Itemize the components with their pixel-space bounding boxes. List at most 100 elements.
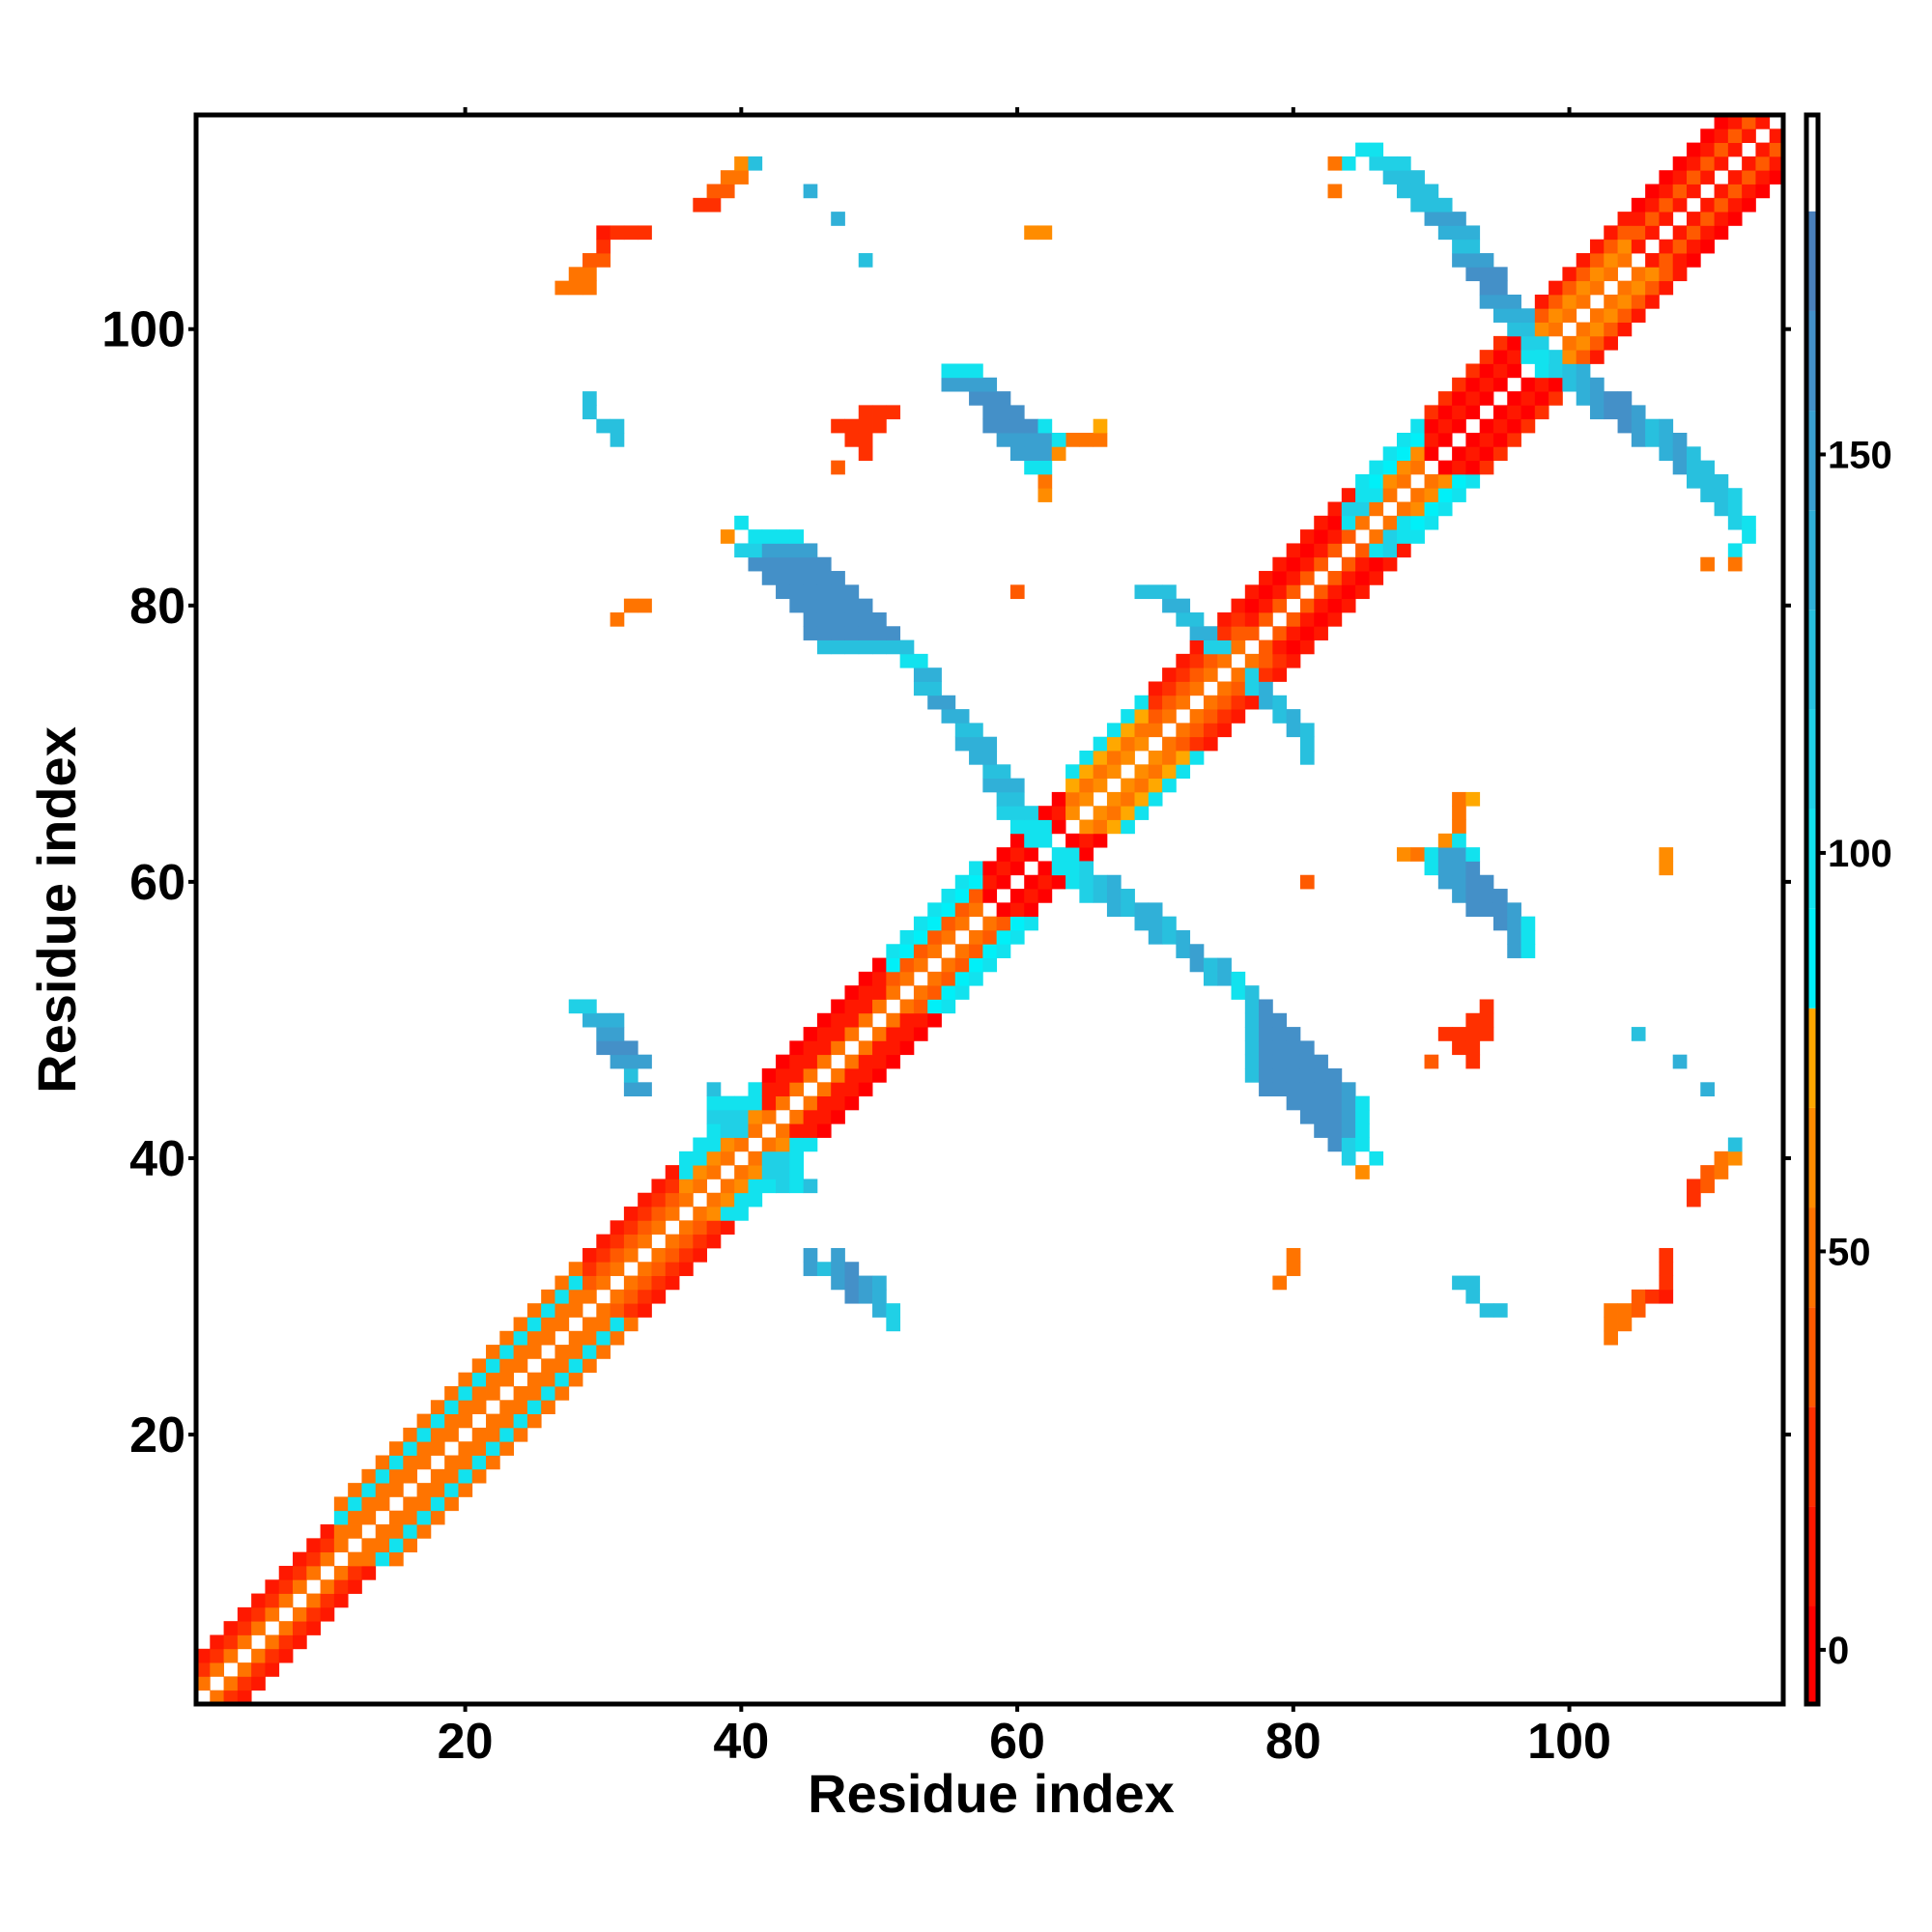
heatmap-cell — [513, 1386, 528, 1401]
heatmap-cell — [1065, 433, 1080, 447]
heatmap-cell — [638, 1082, 652, 1096]
heatmap-cell — [1714, 197, 1729, 213]
heatmap-cell — [471, 1372, 487, 1387]
heatmap-cell — [803, 1095, 818, 1111]
heatmap-cell — [1037, 861, 1053, 876]
heatmap-cell — [610, 225, 625, 241]
heatmap-cell — [927, 999, 942, 1014]
heatmap-cell — [416, 1455, 432, 1470]
heatmap-cell — [237, 1676, 252, 1691]
heatmap-cell — [844, 1289, 860, 1304]
heatmap-cell — [941, 695, 956, 710]
heatmap-cell — [1396, 460, 1411, 475]
heatmap-cell — [858, 1054, 873, 1069]
heatmap-cell — [444, 1468, 459, 1484]
heatmap-cell — [1452, 861, 1466, 876]
heatmap-cell — [1299, 1082, 1315, 1096]
heatmap-cell — [1009, 433, 1025, 447]
heatmap-cell — [1727, 115, 1743, 129]
heatmap-cell — [748, 1123, 763, 1138]
heatmap-cell — [610, 611, 625, 627]
heatmap-cell — [1424, 847, 1439, 862]
heatmap-cell — [389, 1551, 404, 1567]
heatmap-cell — [1106, 764, 1122, 779]
heatmap-cell — [1659, 446, 1674, 461]
heatmap-cell — [638, 598, 652, 613]
heatmap-cell — [776, 1151, 790, 1166]
heatmap-cell — [1617, 418, 1633, 434]
heatmap-cell — [1576, 253, 1591, 268]
heatmap-cell — [554, 1303, 570, 1318]
heatmap-cell — [982, 405, 998, 420]
heatmap-cell — [1314, 1068, 1328, 1083]
heatmap-cell — [1272, 1054, 1288, 1069]
heatmap-cell — [706, 1123, 722, 1138]
heatmap-cell — [720, 1137, 735, 1152]
heatmap-cell — [1162, 929, 1177, 945]
heatmap-cell — [1327, 611, 1343, 627]
heatmap-cell — [1700, 460, 1715, 475]
heatmap-cell — [568, 1275, 583, 1291]
heatmap-cell — [1259, 681, 1273, 696]
heatmap-cell — [1727, 501, 1743, 517]
x-axis-ticks: 20 40 60 80 100 — [438, 107, 1611, 1770]
heatmap-cell — [1299, 874, 1315, 890]
heatmap-cell — [554, 1317, 570, 1332]
heatmap-cell — [1272, 1040, 1288, 1056]
heatmap-cell — [1217, 723, 1232, 738]
heatmap-cell — [1631, 308, 1646, 323]
heatmap-cell — [265, 1634, 280, 1650]
heatmap-cell — [803, 1040, 818, 1056]
heatmap-cell — [1604, 308, 1618, 323]
heatmap-cell — [1479, 1303, 1494, 1318]
heatmap-cell — [1686, 212, 1701, 226]
heatmap-cell — [872, 1040, 887, 1056]
heatmap-cell — [1148, 778, 1163, 793]
heatmap-cell — [1355, 142, 1370, 157]
heatmap-cell — [1299, 639, 1315, 655]
heatmap-cell — [1589, 350, 1605, 364]
heatmap-cell — [982, 418, 998, 434]
heatmap-cell — [1452, 1027, 1466, 1041]
heatmap-cell — [1424, 501, 1439, 517]
heatmap-cell — [1465, 791, 1481, 807]
heatmap-cell — [1645, 294, 1660, 309]
heatmap-cell — [913, 985, 928, 1000]
heatmap-cell — [416, 1441, 432, 1456]
heatmap-cell — [1672, 253, 1688, 268]
heatmap-cell — [320, 1551, 335, 1567]
heatmap-cell — [886, 639, 901, 655]
heatmap-cell — [706, 1207, 722, 1221]
heatmap-cell — [403, 1524, 417, 1539]
heatmap-cell — [1079, 847, 1094, 862]
heatmap-cell — [1134, 806, 1150, 820]
heatmap-cell — [638, 1054, 652, 1069]
heatmap-cell — [1134, 723, 1150, 738]
heatmap-cell — [1452, 377, 1466, 392]
heatmap-cell — [1534, 350, 1549, 364]
heatmap-cell — [1231, 971, 1246, 986]
heatmap-cell — [693, 1207, 708, 1221]
heatmap-cell — [1009, 418, 1025, 434]
heatmap-cell — [499, 1413, 514, 1429]
heatmap-cell — [1437, 460, 1453, 475]
heatmap-cell — [706, 1192, 722, 1208]
heatmap-cell — [1686, 142, 1701, 157]
heatmap-cell — [954, 363, 970, 379]
heatmap-cell — [1700, 473, 1715, 489]
heatmap-cell — [969, 363, 983, 379]
heatmap-cell — [1465, 1027, 1481, 1041]
heatmap-cell — [486, 1413, 500, 1429]
heatmap-cell — [954, 916, 970, 931]
heatmap-cell — [858, 999, 873, 1014]
heatmap-cell — [1465, 1054, 1481, 1069]
heatmap-cell — [1479, 1012, 1494, 1028]
heatmap-cell — [734, 1137, 749, 1152]
heatmap-cell — [278, 1621, 294, 1635]
heatmap-cell — [1299, 1054, 1315, 1069]
heatmap-cell — [803, 571, 818, 585]
heatmap-cell — [1396, 473, 1411, 489]
heatmap-cell — [265, 1593, 280, 1608]
heatmap-cell — [320, 1524, 335, 1539]
y-tick-label: 40 — [129, 1131, 185, 1187]
